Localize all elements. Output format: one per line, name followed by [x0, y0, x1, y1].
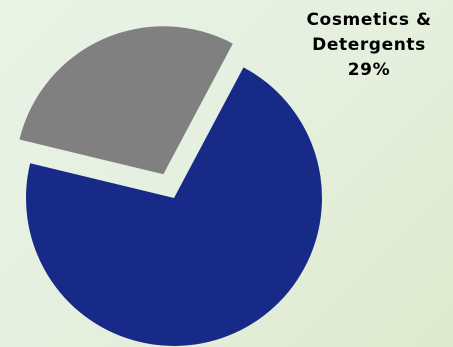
- data-label-line-2: Detergents: [312, 35, 426, 55]
- data-label-cosmetics-detergents: Cosmetics & Detergents 29%: [284, 8, 453, 83]
- pie-slice-cosmetics-detergents: [19, 26, 233, 175]
- data-label-line-1: Cosmetics &: [306, 10, 432, 30]
- pie-slice-0: [26, 67, 322, 346]
- data-label-value: 29%: [347, 60, 391, 80]
